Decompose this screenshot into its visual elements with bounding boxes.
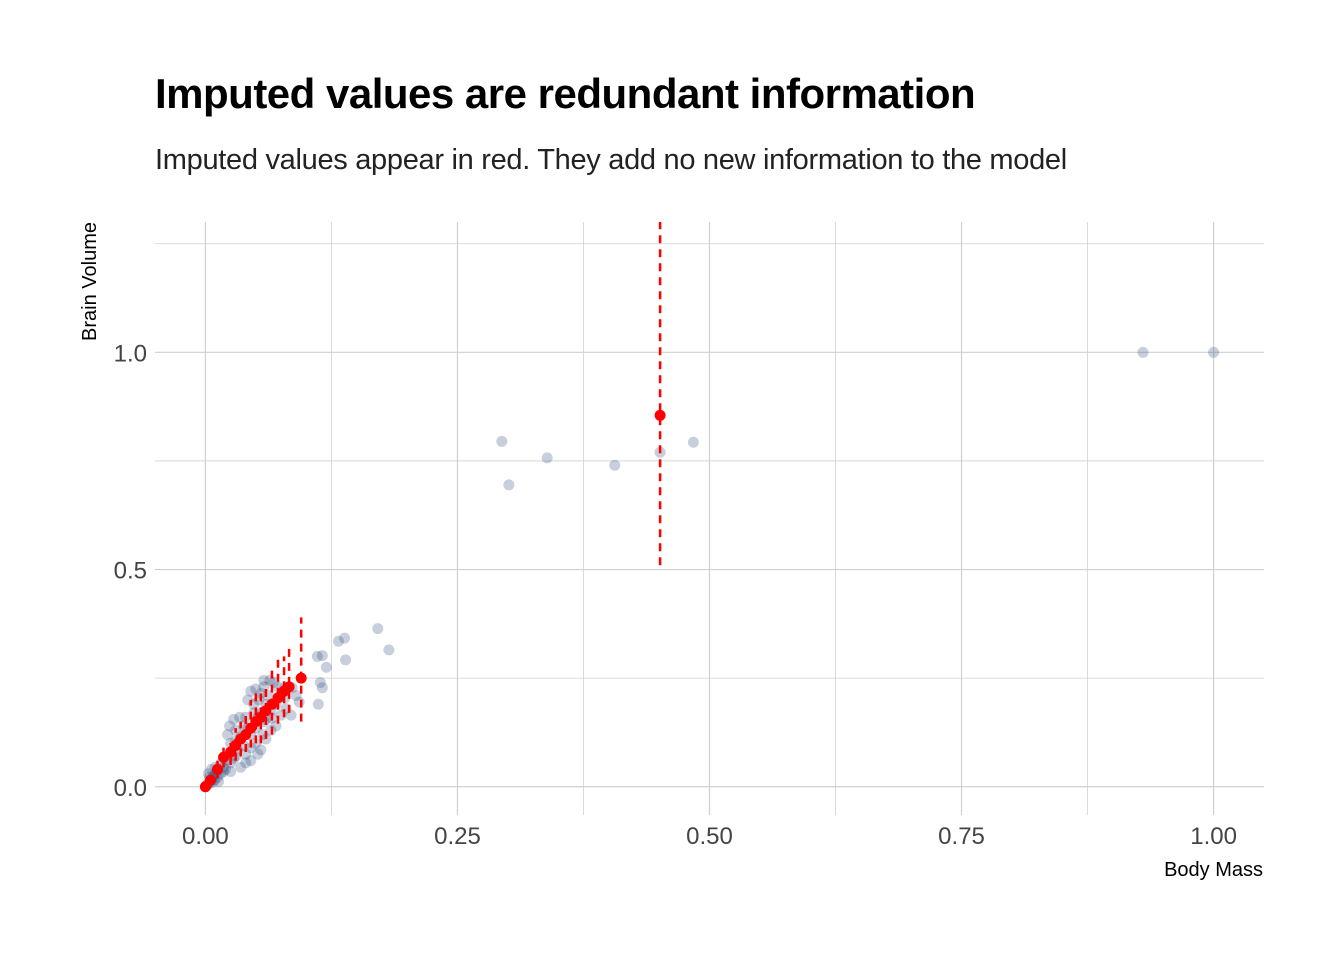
imputed-point <box>295 672 307 684</box>
y-tick-label: 1.0 <box>114 340 147 367</box>
observed-point <box>541 452 553 464</box>
imputed-point <box>199 781 211 793</box>
chart-title: Imputed values are redundant information <box>155 70 976 117</box>
imputed-points <box>199 222 666 793</box>
x-tick-label: 1.00 <box>1190 823 1237 850</box>
observed-point <box>213 776 225 788</box>
y-axis-title: Brain Volume <box>79 222 101 341</box>
observed-point <box>224 720 236 732</box>
observed-point <box>258 674 270 686</box>
x-tick-label: 0.75 <box>938 823 985 850</box>
observed-point <box>225 766 237 778</box>
observed-point <box>332 635 344 647</box>
observed-point <box>250 683 262 695</box>
y-tick-label: 0.0 <box>114 775 147 802</box>
x-tick-label: 0.00 <box>182 823 229 850</box>
observed-point <box>609 459 621 471</box>
observed-point <box>687 436 699 448</box>
observed-point <box>1137 346 1149 358</box>
observed-point <box>240 757 252 769</box>
observed-point <box>240 748 252 760</box>
observed-point <box>312 698 324 710</box>
observed-point <box>340 654 352 666</box>
observed-point <box>228 713 240 725</box>
chart-subtitle: Imputed values appear in red. They add n… <box>155 144 1067 176</box>
observed-point <box>311 650 323 662</box>
observed-point <box>222 729 234 741</box>
observed-point <box>252 748 264 760</box>
observed-point <box>285 709 297 721</box>
observed-point <box>316 650 328 662</box>
observed-point <box>372 623 384 635</box>
observed-point <box>339 632 351 644</box>
imputed-point <box>218 751 230 763</box>
observed-point <box>255 744 267 756</box>
observed-point <box>503 479 515 491</box>
observed-point <box>314 676 326 688</box>
observed-point <box>290 690 302 702</box>
imputed-point <box>654 409 666 421</box>
imputed-point <box>212 763 224 775</box>
x-tick-label: 0.25 <box>434 823 481 850</box>
x-tick-label: 0.50 <box>686 823 733 850</box>
observed-point <box>235 761 247 773</box>
observed-point <box>383 644 395 656</box>
observed-point <box>316 682 328 694</box>
observed-point <box>245 755 257 767</box>
observed-point <box>496 435 508 447</box>
tick-labels: 0.00 0.25 0.50 0.75 1.00 0.0 0.5 1.0 <box>114 340 1237 850</box>
observed-point <box>320 661 332 673</box>
observed-point <box>258 681 270 693</box>
grid-lines <box>155 222 1264 815</box>
observed-point <box>1208 346 1220 358</box>
observed-point <box>234 711 246 723</box>
x-axis-title: Body Mass <box>1164 859 1263 881</box>
observed-point <box>245 685 257 697</box>
y-tick-label: 0.5 <box>114 558 147 585</box>
